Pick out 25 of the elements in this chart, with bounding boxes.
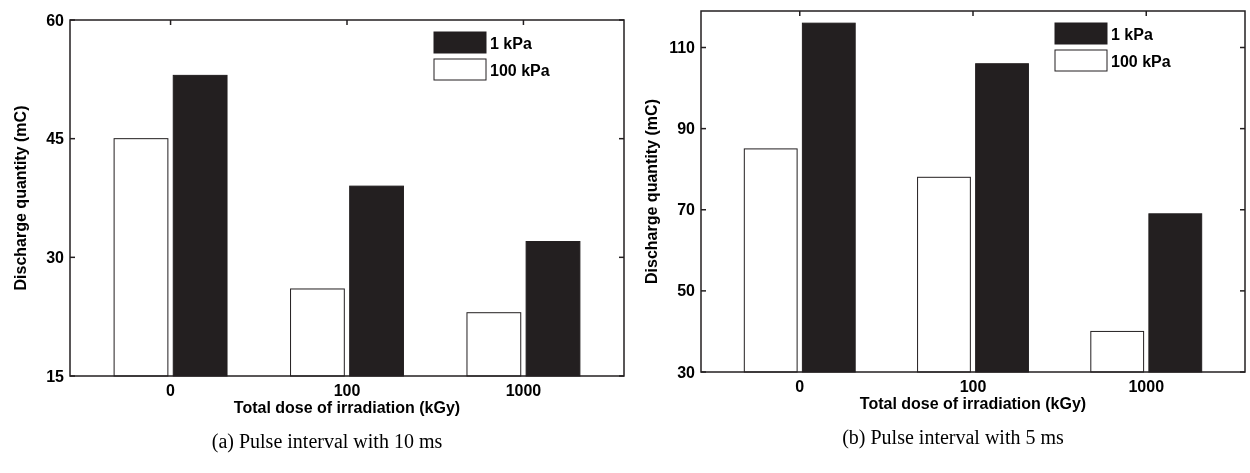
y-tick-label: 60 bbox=[46, 11, 65, 29]
y-axis-title: Discharge quantity (mC) bbox=[642, 99, 660, 284]
x-tick-label: 1000 bbox=[1128, 378, 1165, 395]
x-axis-title: Total dose of irradiation (kGy) bbox=[859, 395, 1087, 412]
y-tick-label: 110 bbox=[669, 39, 696, 57]
y-tick-label: 30 bbox=[46, 248, 65, 266]
y-tick-label: 70 bbox=[677, 201, 696, 219]
legend-label: 1 kPa bbox=[490, 34, 532, 52]
y-tick-label: 15 bbox=[46, 367, 65, 385]
x-tick-label: 0 bbox=[795, 378, 805, 395]
y-tick-label: 30 bbox=[677, 363, 696, 381]
y-tick-label: 50 bbox=[677, 282, 696, 300]
y-tick-label: 90 bbox=[677, 120, 696, 138]
legend-label: 100 kPa bbox=[1111, 52, 1171, 70]
x-axis-title: Total dose of irradiation (kGy) bbox=[233, 399, 461, 416]
x-tick-label: 100 bbox=[959, 378, 987, 395]
legend-label: 1 kPa bbox=[1111, 25, 1153, 43]
y-tick-label: 45 bbox=[46, 130, 65, 148]
text: (a) Pulse interval with 10 ms bbox=[211, 430, 443, 453]
legend-label: 100 kPa bbox=[490, 61, 550, 79]
text: (b) Pulse interval with 5 ms bbox=[842, 426, 1065, 449]
x-tick-label: 100 bbox=[333, 382, 361, 399]
x-tick-label: 1000 bbox=[505, 382, 542, 399]
x-tick-label: 0 bbox=[166, 382, 176, 399]
y-axis-title: Discharge quantity (mC) bbox=[11, 105, 29, 291]
